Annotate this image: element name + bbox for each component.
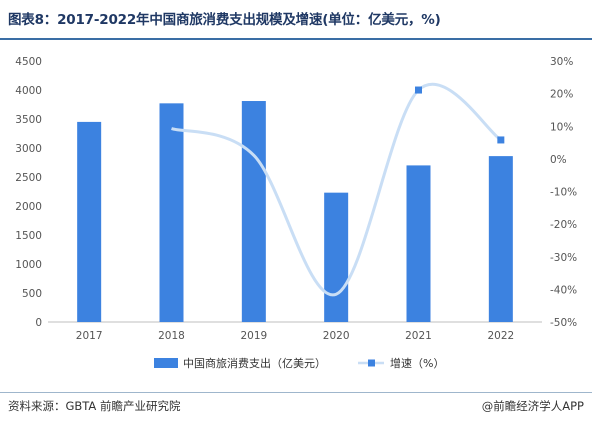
y-right-tick-label: -20% [550,219,577,231]
x-tick-label: 2022 [487,330,514,342]
bar [159,103,184,322]
y-right-tick-label: 0% [550,154,567,166]
y-left-tick-label: 4500 [15,56,42,68]
y-right-tick-label: 20% [550,89,573,101]
x-tick-label: 2018 [158,330,185,342]
y-left-tick-label: 500 [22,288,42,300]
legend-line-marker [368,359,375,367]
legend-bar-label: 中国商旅消费支出（亿美元） [183,356,326,370]
y-right-tick-label: -30% [550,252,577,264]
footer-divider [0,392,592,393]
legend-line-label: 增速（%） [390,356,444,370]
source-note: 资料来源：GBTA 前瞻产业研究院 [8,399,181,413]
y-left-tick-label: 3000 [15,143,42,155]
bar [324,192,349,322]
y-left-tick-label: 4000 [15,85,42,97]
x-tick-label: 2017 [76,330,103,342]
bar [77,121,102,323]
growth-marker [497,136,505,144]
y-right-tick-label: -10% [550,187,577,199]
y-right-tick-label: 10% [550,121,573,133]
y-left-tick-label: 0 [35,317,42,329]
bar [488,156,513,322]
x-tick-label: 2019 [240,330,267,342]
y-left-tick-label: 2500 [15,172,42,184]
x-tick-label: 2021 [405,330,432,342]
chart-title: 图表8：2017-2022年中国商旅消费支出规模及增速(单位：亿美元，%) [8,12,441,28]
chart: 0 500 1000 1500 2000 2500 3000 3500 4000 4500 -50%… [15,56,577,370]
x-tick-label: 2020 [323,330,350,342]
y-right-tick-label: 30% [550,56,573,68]
legend-bar-swatch [154,358,178,368]
y-right-tick-label: -50% [550,317,577,329]
bar [406,165,431,322]
credit-note: @前瞻经济学人APP [481,399,584,413]
growth-line [171,82,502,297]
y-left-tick-label: 2000 [15,201,42,213]
growth-marker [415,86,422,94]
y-left-tick-label: 1500 [15,230,42,242]
bar [241,101,266,323]
y-right-tick-label: -40% [550,284,577,296]
y-left-tick-label: 3500 [15,114,42,126]
y-left-tick-label: 1000 [15,259,42,271]
title-divider [0,38,592,40]
